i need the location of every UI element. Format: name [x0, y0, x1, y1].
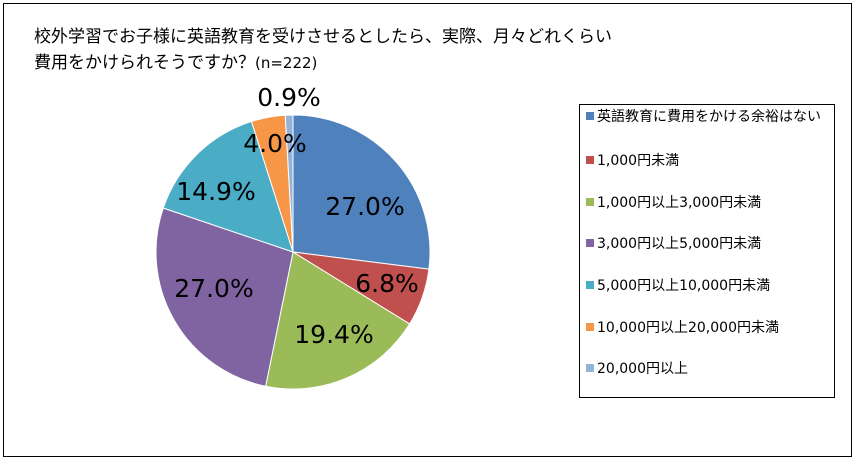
legend-item-2: 1,000円以上3,000円未満	[586, 195, 761, 211]
legend-item-4: 5,000円以上10,000円未満	[586, 278, 770, 294]
legend-swatch-2	[586, 198, 594, 206]
chart-title: 校外学習でお子様に英語教育を受けさせるとしたら、実際、月々どれくらい 費用をかけ…	[34, 24, 612, 76]
legend-item-0: 英語教育に費用をかける余裕はない	[586, 109, 822, 126]
title-line-2: 費用をかけられそうですか？(n=222)	[34, 53, 318, 73]
pie-label-1: 6.8%	[355, 269, 419, 298]
legend: 英語教育に費用をかける余裕はない 1,000円未満 1,000円以上3,000円…	[579, 104, 835, 398]
legend-item-6: 20,000円以上	[586, 361, 688, 377]
legend-swatch-0	[586, 112, 594, 120]
pie-label-3: 27.0%	[174, 274, 253, 303]
legend-item-1: 1,000円未満	[586, 153, 679, 169]
pie-label-6: 0.9%	[257, 83, 321, 112]
pie-label-4: 14.9%	[176, 177, 255, 206]
pie-slice-3	[155, 207, 294, 387]
legend-swatch-1	[586, 156, 594, 164]
pie-slices	[155, 114, 431, 390]
pie-label-5: 4.0%	[243, 129, 307, 158]
legend-swatch-3	[586, 239, 594, 247]
legend-swatch-6	[586, 364, 594, 372]
pie-label-0: 27.0%	[325, 192, 404, 221]
pie-slice-6	[284, 114, 294, 253]
legend-item-5: 10,000円以上20,000円未満	[586, 320, 779, 336]
legend-item-3: 3,000円以上5,000円未満	[586, 236, 761, 252]
pie-labels: 27.0% 6.8% 19.4% 27.0% 14.9% 4.0% 0.9%	[174, 83, 418, 349]
title-line-1: 校外学習でお子様に英語教育を受けさせるとしたら、実際、月々どれくらい	[34, 27, 612, 47]
pie-slice-2	[265, 251, 411, 390]
legend-swatch-5	[586, 323, 594, 331]
legend-swatch-4	[586, 281, 594, 289]
sample-size: (n=222)	[255, 54, 318, 72]
pie-label-2: 19.4%	[294, 320, 373, 349]
pie-slice-0	[292, 114, 431, 270]
pie-slice-4	[162, 120, 294, 253]
